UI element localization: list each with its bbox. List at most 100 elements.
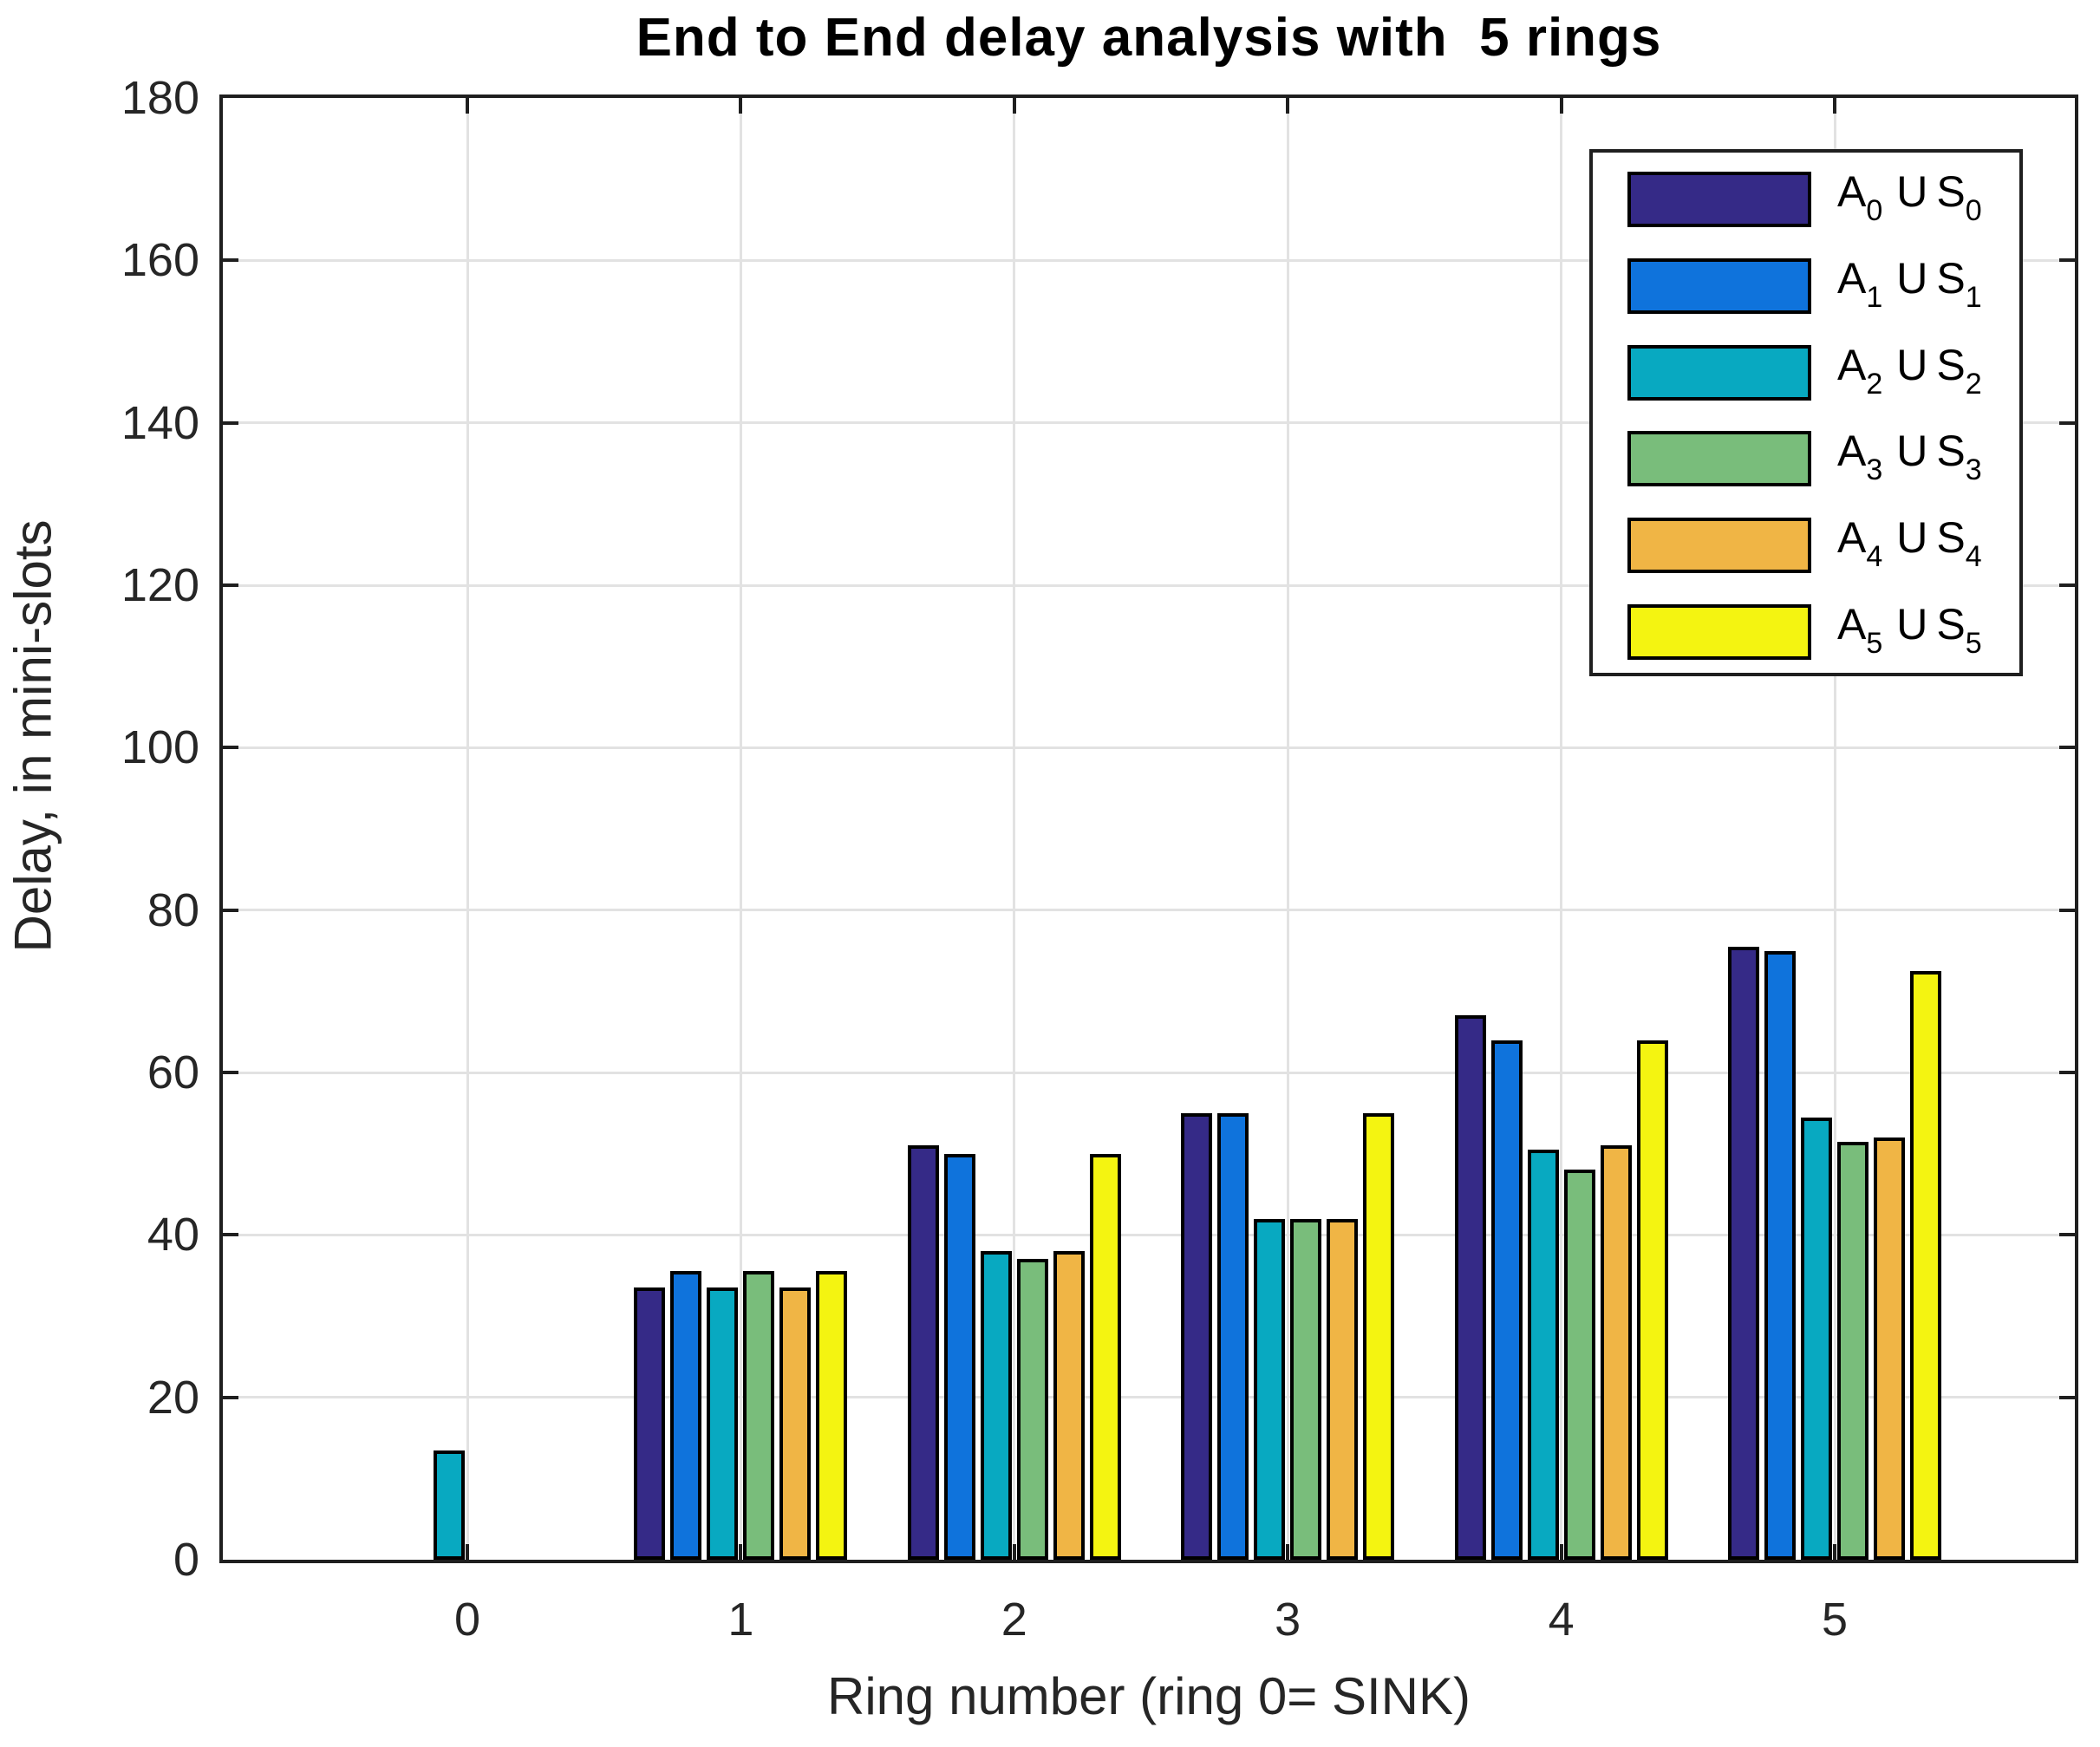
y-tick-right — [2059, 746, 2075, 750]
h-gridline — [223, 1071, 2075, 1074]
x-tick-bottom — [739, 1544, 743, 1560]
plot-area: A0 U S0 A1 U S1 A2 U S2 A3 U S3 A4 U S4 A5 U S5 — [219, 95, 2078, 1563]
x-tick-bottom — [1012, 1544, 1016, 1560]
bar-ring2-series3 — [1016, 1259, 1048, 1560]
legend-item: A0 U S0 — [1593, 167, 2019, 227]
bar-ring0-series2 — [434, 1450, 465, 1560]
x-tick-top — [1286, 98, 1290, 114]
h-gridline — [223, 746, 2075, 749]
y-tick-right — [2059, 1071, 2075, 1074]
x-tick-label: 3 — [1275, 1594, 1301, 1646]
x-tick-label: 1 — [727, 1594, 754, 1646]
y-tick-left — [223, 420, 238, 425]
h-gridline — [223, 909, 2075, 912]
legend-label: A2 U S2 — [1837, 340, 1982, 401]
y-tick-left — [223, 908, 238, 912]
legend-item: A4 U S4 — [1593, 513, 2019, 574]
bar-ring5-series0 — [1728, 946, 1759, 1560]
y-tick-right — [2059, 1395, 2075, 1399]
legend-swatch — [1627, 257, 1811, 314]
y-tick-right — [2059, 583, 2075, 587]
y-tick-label: 180 — [121, 72, 199, 124]
x-tick-top — [1012, 98, 1016, 114]
v-gridline — [739, 98, 742, 1560]
v-gridline — [1286, 98, 1289, 1560]
legend-item: A2 U S2 — [1593, 341, 2019, 401]
legend-label: A1 U S1 — [1837, 253, 1982, 314]
bar-ring2-series2 — [980, 1251, 1012, 1560]
x-tick-label: 5 — [1821, 1594, 1849, 1646]
y-tick-left — [223, 258, 238, 263]
bar-ring5-series2 — [1801, 1117, 1832, 1560]
y-tick-left — [223, 1233, 238, 1237]
legend-label: A4 U S4 — [1837, 513, 1982, 574]
y-tick-label: 40 — [147, 1209, 199, 1261]
y-tick-label: 60 — [147, 1046, 199, 1098]
legend-label: A0 U S0 — [1837, 167, 1982, 227]
y-tick-label: 0 — [173, 1534, 199, 1586]
bar-ring5-series5 — [1910, 970, 1941, 1560]
v-gridline — [466, 98, 469, 1560]
x-tick-bottom — [1833, 1544, 1836, 1560]
x-tick-top — [466, 98, 469, 114]
bar-ring2-series0 — [907, 1145, 939, 1560]
legend-swatch — [1627, 518, 1811, 574]
legend-item: A5 U S5 — [1593, 600, 2019, 660]
x-axis-label: Ring number (ring 0= SINK) — [827, 1667, 1471, 1725]
x-tick-bottom — [1559, 1544, 1563, 1560]
v-gridline — [1560, 98, 1563, 1560]
bar-ring3-series0 — [1181, 1112, 1213, 1560]
bar-ring4-series4 — [1600, 1145, 1632, 1560]
y-tick-left — [223, 1071, 238, 1074]
h-gridline — [223, 421, 2075, 425]
bar-ring1-series1 — [670, 1271, 702, 1560]
bar-ring1-series3 — [743, 1271, 775, 1560]
y-tick-right — [2059, 1233, 2075, 1237]
x-tick-bottom — [1286, 1544, 1290, 1560]
legend-item: A3 U S3 — [1593, 427, 2019, 487]
bar-ring4-series3 — [1563, 1170, 1595, 1560]
bar-ring4-series0 — [1454, 1015, 1486, 1560]
v-gridline — [1833, 98, 1836, 1560]
y-tick-right — [2059, 258, 2075, 263]
bar-ring3-series4 — [1327, 1218, 1359, 1560]
legend: A0 U S0 A1 U S1 A2 U S2 A3 U S3 A4 U S4 A5 U S5 — [1589, 149, 2023, 676]
bar-ring1-series4 — [779, 1287, 812, 1560]
y-tick-left — [223, 1395, 238, 1399]
legend-swatch — [1627, 172, 1811, 227]
v-gridline — [1013, 98, 1016, 1560]
h-gridline — [223, 1233, 2075, 1236]
x-tick-top — [739, 98, 743, 114]
x-tick-top — [1559, 98, 1563, 114]
x-tick-label: 2 — [1001, 1594, 1027, 1646]
y-tick-label: 80 — [147, 883, 199, 936]
bar-ring1-series2 — [707, 1287, 739, 1560]
bar-ring4-series5 — [1636, 1040, 1668, 1560]
h-gridline — [223, 583, 2075, 587]
legend-swatch — [1627, 344, 1811, 401]
legend-swatch — [1627, 431, 1811, 487]
x-tick-bottom — [466, 1544, 469, 1560]
bar-ring2-series4 — [1053, 1251, 1085, 1560]
bar-ring3-series1 — [1217, 1112, 1249, 1560]
legend-swatch — [1627, 604, 1811, 660]
y-tick-label: 160 — [121, 234, 199, 287]
bar-ring5-series1 — [1764, 950, 1796, 1560]
chart-title: End to End delay analysis with 5 rings — [636, 8, 1662, 68]
y-tick-left — [223, 746, 238, 750]
y-tick-label: 120 — [121, 559, 199, 611]
bar-ring1-series5 — [816, 1271, 848, 1560]
bar-ring2-series1 — [943, 1153, 975, 1560]
bar-ring5-series4 — [1874, 1137, 1905, 1560]
bar-ring3-series2 — [1254, 1218, 1286, 1560]
bar-ring4-series1 — [1490, 1040, 1523, 1560]
y-tick-left — [223, 583, 238, 587]
bar-ring3-series3 — [1290, 1218, 1322, 1560]
bar-ring4-series2 — [1527, 1149, 1559, 1560]
x-tick-label: 0 — [453, 1594, 481, 1646]
bar-ring1-series0 — [634, 1287, 666, 1560]
y-tick-label: 20 — [147, 1371, 199, 1424]
y-tick-label: 140 — [121, 396, 199, 449]
x-tick-top — [1833, 98, 1836, 114]
